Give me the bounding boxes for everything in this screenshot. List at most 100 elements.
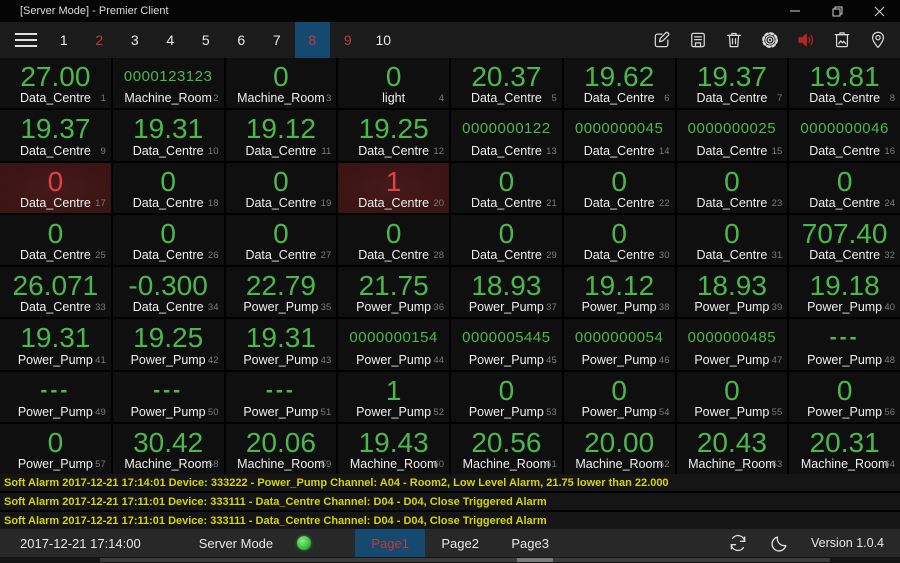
alarm-log-line[interactable]: Soft Alarm 2017-12-21 17:14:01 Device: 3… [0,474,900,491]
statusbar-tab-page3[interactable]: Page3 [511,535,549,551]
toolbar-page-5[interactable]: 5 [201,32,210,48]
tile-value: 0 [160,165,176,197]
statusbar-tab-page2[interactable]: Page2 [441,535,479,551]
tile-44[interactable]: 0000000154 Power_Pump 44 [338,319,449,370]
tile-61[interactable]: 20.56 Machine_Room 61 [451,423,562,474]
minimize-button[interactable] [774,0,816,22]
tile-63[interactable]: 20.43 Machine_Room 63 [676,423,788,474]
night-mode-moon-icon[interactable] [770,534,789,553]
tile-39[interactable]: 18.93 Power_Pump 39 [676,267,788,318]
tile-35[interactable]: 22.79 Power_Pump 35 [225,267,337,318]
tile-52[interactable]: 1 Power_Pump 52 [338,371,449,422]
settings-icon[interactable] [759,30,780,51]
scrollbar-track[interactable] [100,558,830,562]
tile-19[interactable]: 0 Data_Centre 19 [225,162,337,213]
tile-23[interactable]: 0 Data_Centre 23 [676,162,788,213]
toolbar-page-1[interactable]: 1 [59,32,68,48]
tile-9[interactable]: 19.37 Data_Centre 9 [0,110,111,161]
tile-15[interactable]: 0000000025 Data_Centre 15 [676,110,788,161]
tile-1[interactable]: 27.00 Data_Centre 1 [0,58,111,109]
tile-50[interactable]: --- Power_Pump 50 [112,371,224,422]
tile-13[interactable]: 0000000122 Data_Centre 13 [451,110,562,161]
clear-screen-icon[interactable] [831,30,852,51]
location-icon[interactable] [867,30,888,51]
tile-54[interactable]: 0 Power_Pump 54 [563,371,675,422]
tile-43[interactable]: 19.31 Power_Pump 43 [225,319,337,370]
restore-button[interactable] [816,0,858,22]
toolbar-page-9[interactable]: 9 [343,32,352,48]
tile-label: Data_Centre [809,248,881,262]
tile-64[interactable]: 20.31 Machine_Room 64 [789,423,900,474]
toolbar-page-10[interactable]: 10 [375,32,392,48]
tile-16[interactable]: 0000000046 Data_Centre 16 [789,110,900,161]
tile-57[interactable]: 0 Power_Pump 57 [0,423,111,474]
toolbar-page-3[interactable]: 3 [130,32,139,48]
tile-42[interactable]: 19.25 Power_Pump 42 [112,319,224,370]
tile-12[interactable]: 19.25 Data_Centre 12 [338,110,449,161]
tile-20[interactable]: 1 Data_Centre 20 [338,162,449,213]
tile-51[interactable]: --- Power_Pump 51 [225,371,337,422]
tile-34[interactable]: -0.300 Data_Centre 34 [112,267,224,318]
tile-56[interactable]: 0 Power_Pump 56 [789,371,900,422]
horizontal-scrollbar[interactable] [0,557,900,563]
tile-60[interactable]: 19.43 Machine_Room 60 [338,423,449,474]
tile-33[interactable]: 26.071 Data_Centre 33 [0,267,111,318]
toolbar-page-8[interactable]: 8 [294,22,330,58]
toolbar-page-7[interactable]: 7 [272,32,281,48]
tile-46[interactable]: 0000000054 Power_Pump 46 [563,319,675,370]
tile-29[interactable]: 0 Data_Centre 29 [451,214,562,265]
tile-8[interactable]: 19.81 Data_Centre 8 [789,58,900,109]
tile-30[interactable]: 0 Data_Centre 30 [563,214,675,265]
toolbar-page-4[interactable]: 4 [166,32,175,48]
toolbar-page-6[interactable]: 6 [237,32,246,48]
tile-36[interactable]: 21.75 Power_Pump 36 [338,267,449,318]
tile-28[interactable]: 0 Data_Centre 28 [338,214,449,265]
tile-49[interactable]: --- Power_Pump 49 [0,371,111,422]
tile-17[interactable]: 0 Data_Centre 17 [0,162,111,213]
tile-25[interactable]: 0 Data_Centre 25 [0,214,111,265]
tile-40[interactable]: 19.18 Power_Pump 40 [789,267,900,318]
tile-3[interactable]: 0 Machine_Room 3 [225,58,337,109]
tile-45[interactable]: 0000005445 Power_Pump 45 [451,319,562,370]
tile-27[interactable]: 0 Data_Centre 27 [225,214,337,265]
tile-38[interactable]: 19.12 Power_Pump 38 [563,267,675,318]
sync-icon[interactable] [728,533,748,553]
tile-6[interactable]: 19.62 Data_Centre 6 [563,58,675,109]
tile-62[interactable]: 20.00 Machine_Room 62 [563,423,675,474]
tile-11[interactable]: 19.12 Data_Centre 11 [225,110,337,161]
save-icon[interactable] [687,30,708,51]
tile-58[interactable]: 30.42 Machine_Room 58 [112,423,224,474]
tile-59[interactable]: 20.06 Machine_Room 59 [225,423,337,474]
tile-24[interactable]: 0 Data_Centre 24 [789,162,900,213]
tile-5[interactable]: 20.37 Data_Centre 5 [451,58,562,109]
tile-4[interactable]: 0 light 4 [338,58,449,109]
tile-47[interactable]: 0000000485 Power_Pump 47 [676,319,788,370]
tile-31[interactable]: 0 Data_Centre 31 [676,214,788,265]
tile-26[interactable]: 0 Data_Centre 26 [112,214,224,265]
tile-2[interactable]: 0000123123 Machine_Room 2 [112,58,224,109]
alarm-log-line[interactable]: Soft Alarm 2017-12-21 17:11:01 Device: 3… [0,512,900,529]
statusbar-tab-page1[interactable]: Page1 [355,529,426,557]
tile-37[interactable]: 18.93 Power_Pump 37 [451,267,562,318]
alarm-log-line[interactable]: Soft Alarm 2017-12-21 17:11:01 Device: 3… [0,493,900,510]
close-button[interactable] [858,0,900,22]
tile-index: 12 [433,145,444,157]
menu-icon[interactable] [0,22,46,58]
tile-41[interactable]: 19.31 Power_Pump 41 [0,319,111,370]
tile-53[interactable]: 0 Power_Pump 53 [451,371,562,422]
tile-48[interactable]: --- Power_Pump 48 [789,319,900,370]
scrollbar-handle[interactable] [517,558,553,562]
tile-14[interactable]: 0000000045 Data_Centre 14 [563,110,675,161]
tile-55[interactable]: 0 Power_Pump 55 [676,371,788,422]
tile-32[interactable]: 707.40 Data_Centre 32 [789,214,900,265]
alarm-sound-icon[interactable] [795,30,816,51]
toolbar-page-2[interactable]: 2 [95,32,104,48]
tile-22[interactable]: 0 Data_Centre 22 [563,162,675,213]
tile-7[interactable]: 19.37 Data_Centre 7 [676,58,788,109]
delete-icon[interactable] [723,30,744,51]
edit-icon[interactable] [651,30,672,51]
tile-label: Power_Pump [243,404,319,419]
tile-10[interactable]: 19.31 Data_Centre 10 [112,110,224,161]
tile-21[interactable]: 0 Data_Centre 21 [451,162,562,213]
tile-18[interactable]: 0 Data_Centre 18 [112,162,224,213]
